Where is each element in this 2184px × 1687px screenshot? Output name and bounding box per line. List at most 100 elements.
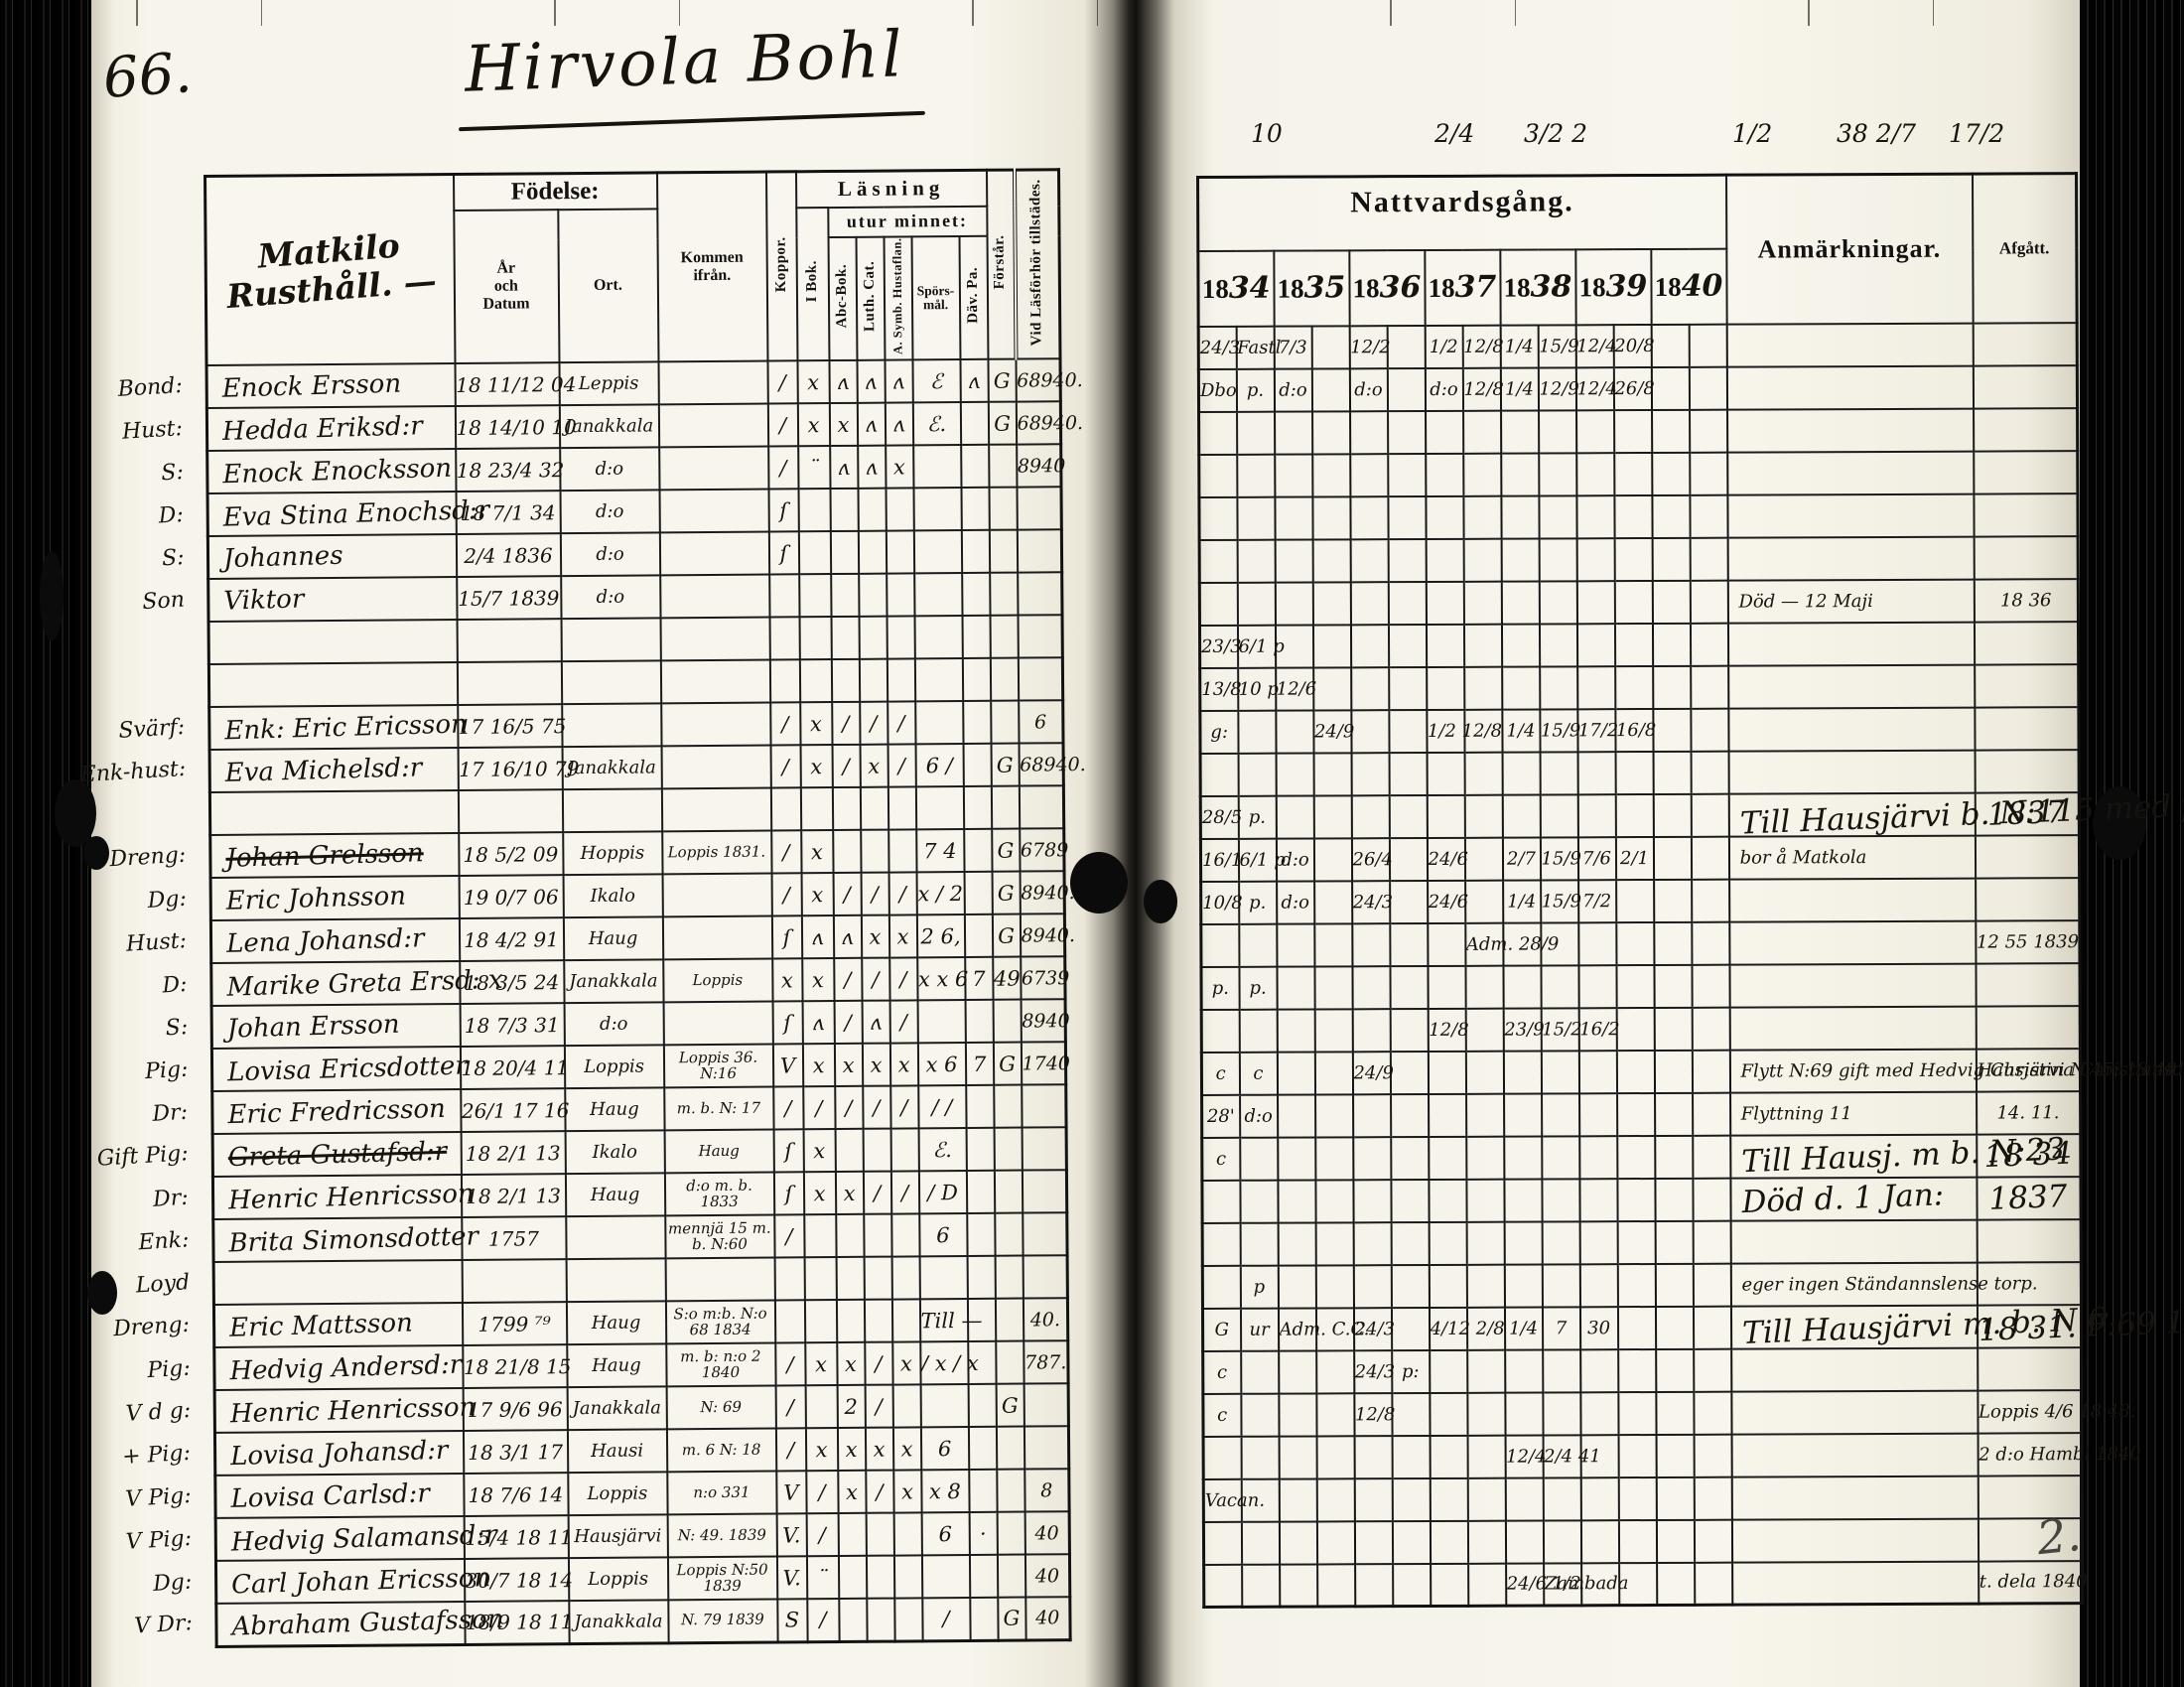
- cell-psalms: [960, 487, 990, 531]
- cell-communion-date: [1316, 1435, 1355, 1478]
- cell-communion-date: [1315, 1349, 1354, 1393]
- cell-communion-date: p.: [1200, 966, 1240, 1010]
- cell-communion-date: g:: [1199, 710, 1239, 754]
- cell-in-book: [804, 1257, 837, 1301]
- cell-communion-date: [1501, 665, 1540, 710]
- cell-questions: 2 6,: [916, 914, 965, 958]
- cell-communion-date: [1503, 1092, 1542, 1137]
- cell-luther: ʌ: [856, 359, 886, 403]
- cell-smallpox: ſ: [768, 531, 799, 575]
- cell-communion-date: [1616, 1178, 1656, 1221]
- cell-communion-date: d:o: [1276, 880, 1314, 924]
- cell-place: d:o: [559, 447, 660, 492]
- cell-communion-date: 15/2: [1541, 1007, 1582, 1051]
- cell-communion-date: [1618, 1476, 1657, 1520]
- cell-understands: G: [997, 1597, 1026, 1640]
- cell-understands: [996, 1426, 1024, 1470]
- cell-name: Dg: Carl Johan Ericsson: [152, 1558, 491, 1604]
- cell-communion-date: [1464, 794, 1503, 838]
- cell-attendance: 68940.: [1019, 743, 1086, 786]
- cell-abc: ʌ: [829, 445, 859, 490]
- cell-luther: [864, 1299, 892, 1342]
- cell-communion-date: [1652, 580, 1691, 624]
- cell-remark: [1731, 1476, 1979, 1520]
- communion-row: Adm. 28/9 12 55 1839: [1200, 919, 2081, 967]
- row-prefix: D:: [157, 501, 185, 529]
- cell-communion-date: [1577, 751, 1616, 794]
- cell-communion-date: [1316, 1563, 1355, 1607]
- cell-communion-date: 12/8: [1462, 367, 1504, 411]
- cell-communion-date: [1352, 1008, 1391, 1052]
- cell-place: Haug: [564, 1087, 665, 1132]
- farm-name-header: Matkilo Rusthåll. —: [205, 174, 456, 365]
- cell-luther: ∕: [864, 1341, 893, 1385]
- cell-attendance: 40: [1024, 1597, 1071, 1640]
- cell-communion-date: [1314, 1008, 1353, 1052]
- cell-psalms: [961, 572, 991, 617]
- year-header: 1835: [1273, 249, 1350, 327]
- cell-psalms: [969, 1597, 999, 1640]
- cell-name: Gift Pig: Greta Gustafsd:r: [96, 1132, 462, 1177]
- cell-questions: [919, 1256, 968, 1300]
- cell-place: Loppis: [568, 1557, 668, 1602]
- cell-communion-date: [1692, 1135, 1730, 1179]
- communion-row: 24/6 1/2 Zambada t. dela 1840: [1203, 1560, 2088, 1608]
- cell-communion-date: [1240, 1350, 1279, 1394]
- cell-name: Pig: Hedvig Andersd:r: [146, 1345, 464, 1390]
- came-from-header: Kommen ifrån.: [656, 172, 767, 362]
- cell-understands: G: [992, 914, 1021, 957]
- year-prefix: 18: [1277, 273, 1304, 304]
- cell-came-from: n:o 331: [666, 1471, 777, 1515]
- communion-row: 10/8 p. d:o 24/3 24/6 1/4 15/9 7/2: [1200, 877, 2080, 924]
- cell-questions: ∕ ∕: [917, 1085, 967, 1129]
- cell-communion-date: [1578, 1092, 1617, 1136]
- cell-communion-date: [1387, 410, 1426, 454]
- cell-understands: [994, 1212, 1024, 1256]
- person-row: Son Viktor 15/7 1839 d:o: [141, 572, 1063, 622]
- departed-text: 12 55 1839: [1976, 930, 2080, 953]
- person-row: Loyd: [135, 1255, 1068, 1305]
- cell-born: [457, 661, 562, 706]
- cell-abc: ∕: [831, 701, 861, 746]
- cell-abc: 2: [837, 1384, 866, 1429]
- cell-communion-date: [1428, 1051, 1466, 1094]
- cell-communion-date: [1238, 923, 1277, 967]
- cell-in-book: ∕: [805, 1471, 839, 1514]
- cell-born: 18 7/6 14: [463, 1473, 569, 1516]
- cell-smallpox: ∕: [771, 873, 802, 916]
- cell-communion-date: [1350, 709, 1390, 753]
- cell-communion-date: [1465, 1008, 1504, 1052]
- cell-communion-date: [1466, 1392, 1506, 1436]
- cell-symbolum: x: [892, 1470, 922, 1513]
- cell-communion-date: 4/12 2/8: [1429, 1307, 1505, 1350]
- row-prefix: + Pig:: [121, 1440, 192, 1470]
- cell-communion-date: 1/2: [1425, 325, 1463, 368]
- cell-name: Loyd: [135, 1260, 463, 1305]
- person-row: [209, 785, 1064, 835]
- cell-communion-date: [1349, 453, 1388, 496]
- cell-symbolum: ∕: [888, 872, 917, 915]
- cell-communion-date: 28': [1201, 1094, 1240, 1138]
- cell-departed: 2 d:o Hambl 1840: [1978, 1432, 2141, 1476]
- cell-name: V Dr: Abraham Gustafsson: [133, 1601, 504, 1646]
- cell-departed: [1975, 877, 2080, 921]
- cell-born: 18 14/10 10: [455, 405, 577, 450]
- cell-questions: [914, 658, 963, 702]
- cell-came-from: N. 79 1839: [667, 1599, 778, 1643]
- cell-communion-date: [1501, 623, 1540, 667]
- cell-communion-date: Fastl: [1236, 326, 1282, 369]
- ink-blot: [2093, 786, 2146, 860]
- cell-remark: [1730, 1347, 1978, 1392]
- cell-came-from: [659, 531, 769, 576]
- cell-understands: [995, 1298, 1024, 1341]
- cell-communion-date: [1692, 1092, 1730, 1136]
- cell-communion-date: [1239, 1137, 1278, 1181]
- cell-name: + Pig: Lovisa Johansd:r: [122, 1431, 464, 1476]
- person-name: Abraham Gustafsson: [231, 1605, 504, 1642]
- cell-communion-date: [1694, 1562, 1732, 1606]
- cell-born: 18 2/1 13: [461, 1174, 566, 1218]
- cell-questions: ℰ.: [912, 402, 961, 446]
- questions-header: Spörs- mål.: [911, 235, 960, 360]
- cell-communion-date: [1655, 1391, 1695, 1435]
- cell-questions: [912, 488, 962, 531]
